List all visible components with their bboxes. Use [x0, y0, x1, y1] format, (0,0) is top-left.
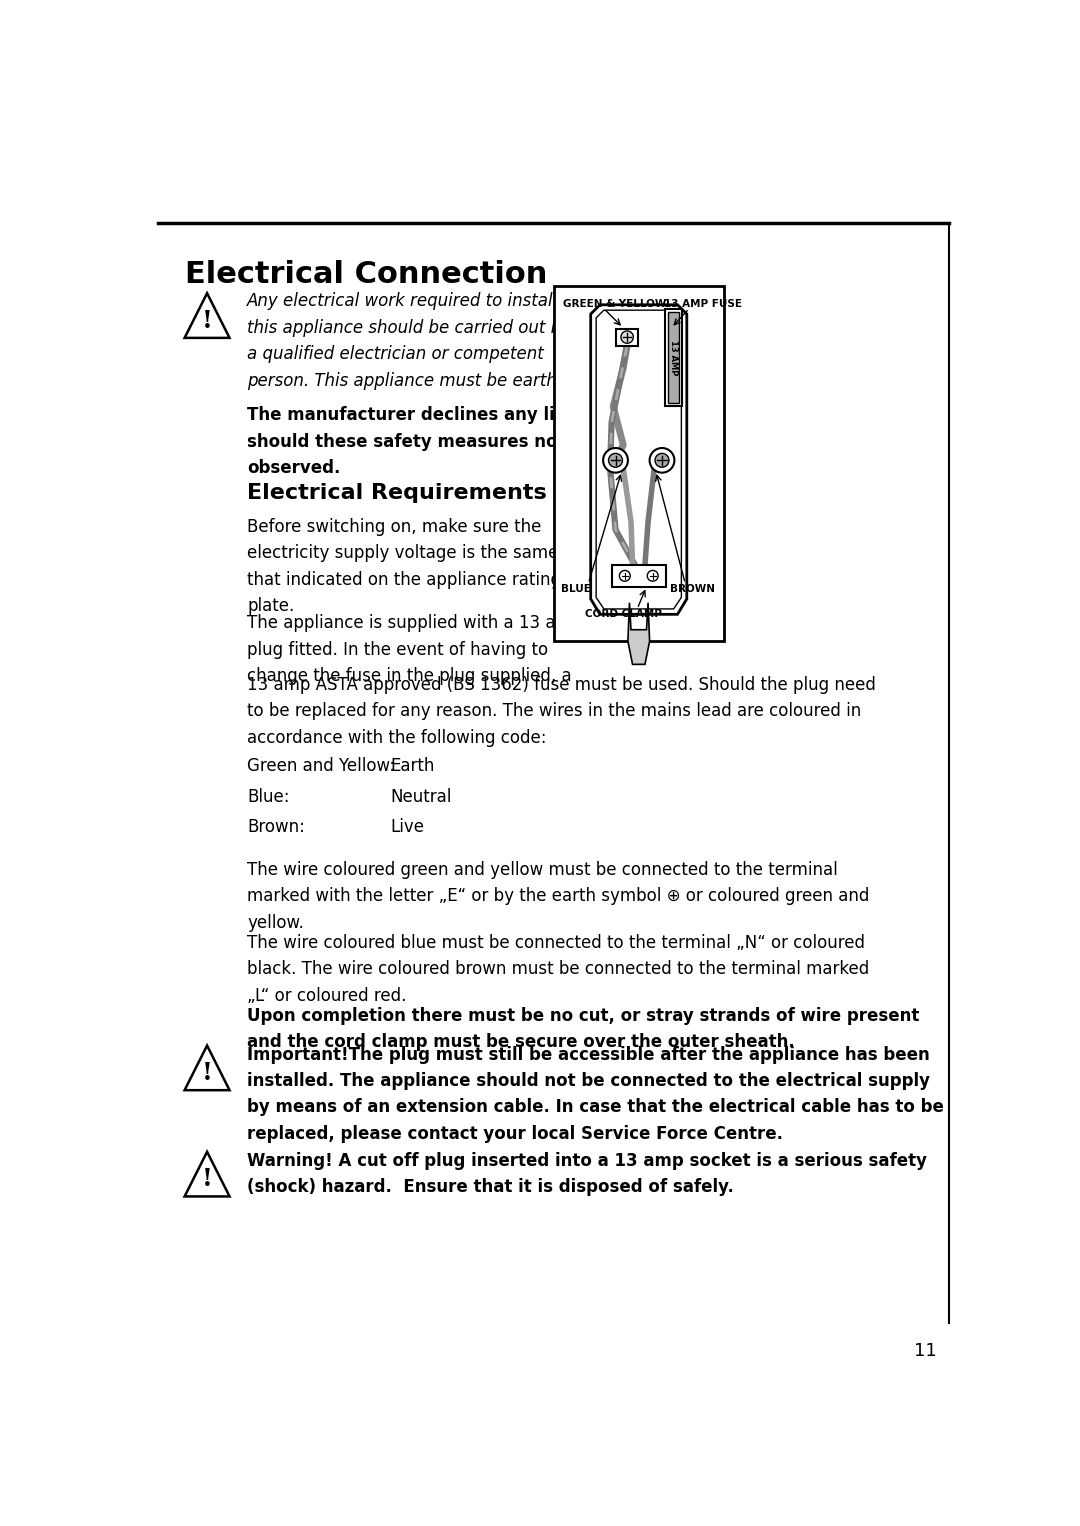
Bar	[611, 565, 666, 586]
Text: 13 AMP: 13 AMP	[670, 340, 678, 375]
Text: !: !	[202, 1167, 213, 1192]
Text: Neutral: Neutral	[391, 787, 453, 806]
Text: Electrical Connection: Electrical Connection	[186, 259, 548, 288]
Text: Important!The plug must still be accessible after the appliance has been
install: Important!The plug must still be accessi…	[247, 1045, 944, 1143]
Text: 13 amp ASTA approved (BS 1362) fuse must be used. Should the plug need
to be rep: 13 amp ASTA approved (BS 1362) fuse must…	[247, 676, 876, 746]
Text: Brown:: Brown:	[247, 818, 306, 836]
Text: Upon completion there must be no cut, or stray strands of wire present
and the c: Upon completion there must be no cut, or…	[247, 1007, 920, 1051]
Circle shape	[647, 571, 658, 581]
Circle shape	[603, 449, 627, 473]
Text: The appliance is supplied with a 13 amp
plug fitted. In the event of having to
c: The appliance is supplied with a 13 amp …	[247, 615, 582, 685]
Circle shape	[649, 449, 674, 473]
Bar	[617, 328, 638, 345]
Text: Warning! A cut off plug inserted into a 13 amp socket is a serious safety
(shock: Warning! A cut off plug inserted into a …	[247, 1152, 928, 1196]
Bar	[554, 285, 724, 641]
Text: The wire coloured blue must be connected to the terminal „N“ or coloured
black. : The wire coloured blue must be connected…	[247, 934, 869, 1004]
Bar	[669, 313, 679, 403]
Bar	[665, 308, 683, 406]
Circle shape	[621, 331, 633, 343]
Text: !: !	[202, 1061, 213, 1085]
Text: Electrical Requirements: Electrical Requirements	[247, 484, 548, 504]
Circle shape	[608, 453, 622, 467]
Text: BLUE: BLUE	[562, 583, 591, 594]
Text: CORD CLAMP: CORD CLAMP	[584, 609, 662, 620]
Circle shape	[619, 571, 631, 581]
Polygon shape	[627, 603, 649, 664]
Text: Blue:: Blue:	[247, 787, 289, 806]
Text: Earth: Earth	[391, 757, 435, 775]
Circle shape	[656, 453, 669, 467]
Text: The manufacturer declines any liability
should these safety measures not be
obse: The manufacturer declines any liability …	[247, 406, 613, 478]
Text: Live: Live	[391, 818, 424, 836]
Text: The wire coloured green and yellow must be connected to the terminal
marked with: The wire coloured green and yellow must …	[247, 861, 869, 931]
Text: Green and Yellow:: Green and Yellow:	[247, 757, 395, 775]
Text: 13 AMP FUSE: 13 AMP FUSE	[663, 299, 742, 310]
Text: !: !	[202, 308, 213, 333]
Text: BROWN: BROWN	[670, 583, 715, 594]
Text: Before switching on, make sure the
electricity supply voltage is the same as
tha: Before switching on, make sure the elect…	[247, 517, 583, 615]
Text: Any electrical work required to install
this appliance should be carried out by
: Any electrical work required to install …	[247, 293, 583, 389]
Text: 11: 11	[914, 1341, 936, 1360]
Text: GREEN & YELLOW: GREEN & YELLOW	[563, 299, 666, 310]
